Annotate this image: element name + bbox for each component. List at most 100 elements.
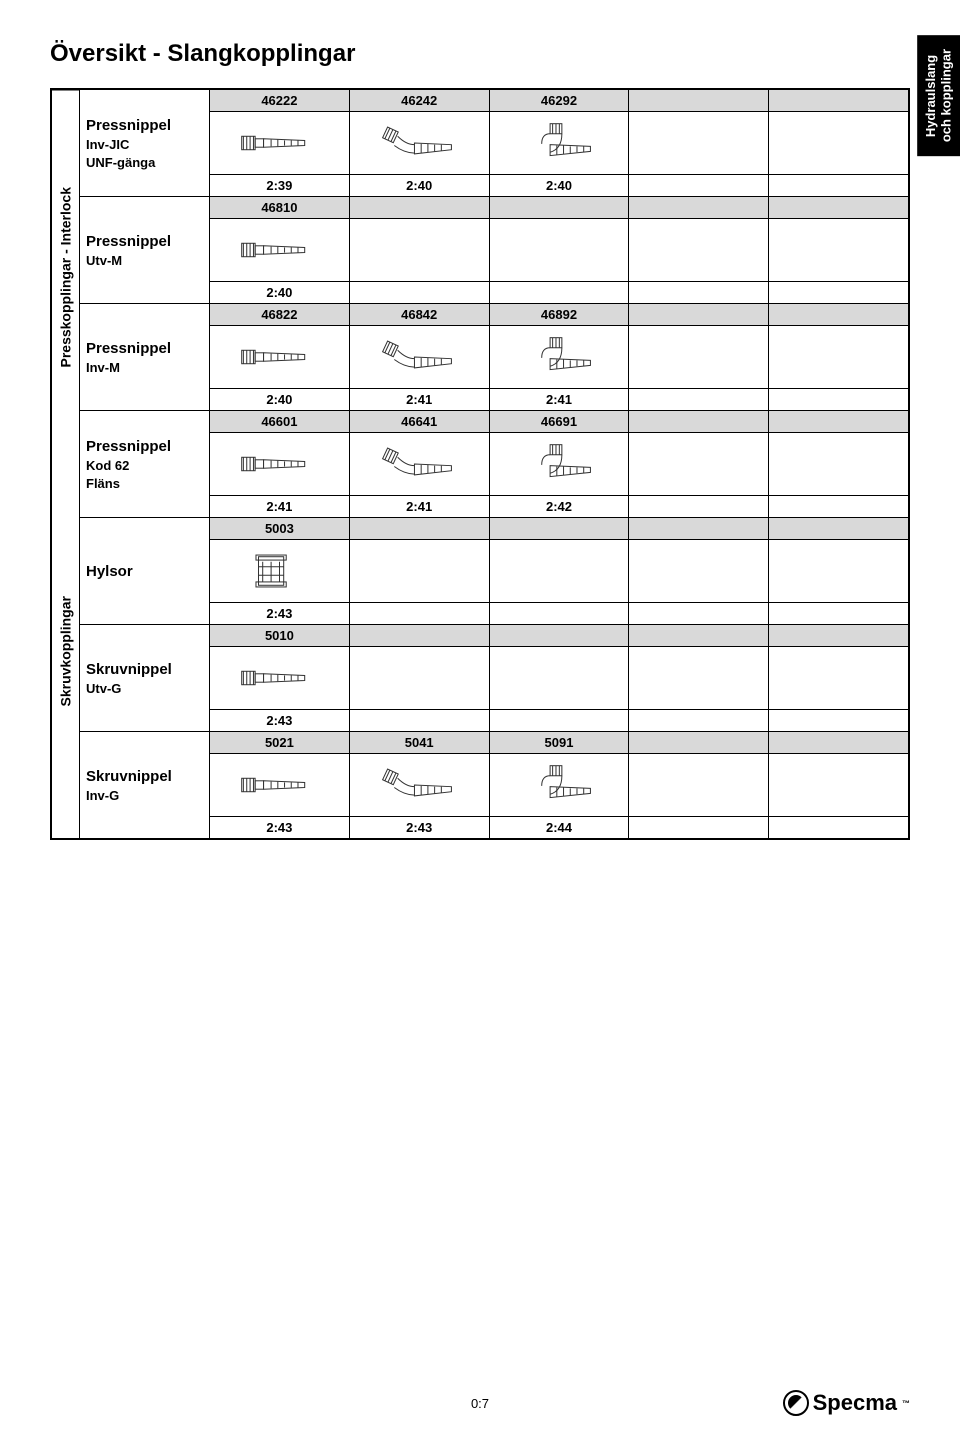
page-reference xyxy=(629,496,769,517)
fitting-elbow45-icon xyxy=(350,326,490,388)
fitting-elbow90-icon xyxy=(490,326,630,388)
product-code xyxy=(350,518,490,539)
product-code xyxy=(490,197,630,218)
table-section: Pressnippel Utv-M 468102:40 xyxy=(80,197,908,304)
fitting-elbow45-icon xyxy=(350,112,490,174)
page-reference xyxy=(769,389,908,410)
empty-cell xyxy=(769,112,908,174)
section-name: Pressnippel xyxy=(86,438,203,455)
product-code: 5091 xyxy=(490,732,630,753)
page-reference xyxy=(769,496,908,517)
section-data: 5021504150912:432:432:44 xyxy=(210,732,908,838)
section-label-cell: Pressnippel Inv-M xyxy=(80,304,210,410)
fitting-elbow90-icon xyxy=(490,433,630,495)
page-reference xyxy=(629,282,769,303)
page-reference xyxy=(490,710,630,731)
section-sub: Inv-M xyxy=(86,360,203,375)
page-reference: 2:40 xyxy=(350,175,490,196)
page-reference xyxy=(769,603,908,624)
product-code: 5003 xyxy=(210,518,350,539)
product-code xyxy=(490,625,630,646)
table-section: PressnippelInv-M4682246842468922:402:412… xyxy=(80,304,908,411)
section-name: Hylsor xyxy=(86,563,203,580)
page-reference: 2:40 xyxy=(210,389,350,410)
page-reference xyxy=(350,603,490,624)
page-reference xyxy=(350,282,490,303)
page-reference: 2:43 xyxy=(210,603,350,624)
page-reference xyxy=(629,389,769,410)
page-reference xyxy=(629,817,769,838)
fitting-straight-icon xyxy=(210,326,350,388)
fitting-elbow90-icon xyxy=(490,754,630,816)
fitting-straight-icon xyxy=(210,112,350,174)
product-code xyxy=(769,90,908,111)
page-reference xyxy=(629,710,769,731)
product-code: 46810 xyxy=(210,197,350,218)
section-sub: Kod 62 xyxy=(86,458,203,473)
empty-cell xyxy=(629,112,769,174)
product-code: 46641 xyxy=(350,411,490,432)
table-section: Skruvnippel Inv-G 5021504150912:432:432:44 xyxy=(80,732,908,838)
section-label-cell: Hylsor xyxy=(80,518,210,624)
section-data: 468102:40 xyxy=(210,197,908,303)
section-name: Pressnippel xyxy=(86,233,203,250)
page-reference: 2:41 xyxy=(350,496,490,517)
empty-cell xyxy=(769,433,908,495)
section-name: Skruvnippel xyxy=(86,768,203,785)
section-name: Pressnippel xyxy=(86,117,203,134)
product-code xyxy=(769,411,908,432)
empty-cell xyxy=(629,219,769,281)
side-tab: Hydraulslang och kopplingar xyxy=(917,35,960,156)
page-reference xyxy=(769,710,908,731)
section-sub: Utv-M xyxy=(86,253,203,268)
product-code xyxy=(769,197,908,218)
product-code: 5010 xyxy=(210,625,350,646)
overview-table: Presskopplingar - InterlockSkruvkoppling… xyxy=(50,88,910,840)
fitting-elbow45-icon xyxy=(350,433,490,495)
table-section: PressnippelKod 62Fläns4660146641466912:4… xyxy=(80,411,908,518)
section-label-cell: PressnippelInv-JICUNF-gänga xyxy=(80,90,210,196)
section-sub: Inv-G xyxy=(86,788,203,803)
product-code: 5021 xyxy=(210,732,350,753)
side-tab-line1: Hydraulslang xyxy=(923,54,938,136)
product-code: 5041 xyxy=(350,732,490,753)
empty-cell xyxy=(629,754,769,816)
product-code xyxy=(769,304,908,325)
group-label: Skruvkopplingar xyxy=(52,465,79,839)
page-reference xyxy=(769,817,908,838)
section-data: 5010 2:43 xyxy=(210,625,908,731)
section-name: Pressnippel xyxy=(86,340,203,357)
empty-cell xyxy=(350,540,490,602)
section-sub: Inv-JIC xyxy=(86,137,203,152)
section-data: 4660146641466912:412:412:42 xyxy=(210,411,908,517)
fitting-sleeve-icon xyxy=(210,540,350,602)
product-code: 46842 xyxy=(350,304,490,325)
page-reference: 2:41 xyxy=(350,389,490,410)
section-label-cell: Pressnippel Utv-M xyxy=(80,197,210,303)
page-reference xyxy=(490,282,630,303)
product-code xyxy=(769,732,908,753)
page-reference xyxy=(629,175,769,196)
page-reference xyxy=(490,603,630,624)
empty-cell xyxy=(629,647,769,709)
logo-tm: ™ xyxy=(902,1399,910,1408)
empty-cell xyxy=(490,647,630,709)
product-code: 46691 xyxy=(490,411,630,432)
page-reference: 2:44 xyxy=(490,817,630,838)
product-code xyxy=(629,625,769,646)
product-code xyxy=(490,518,630,539)
product-code xyxy=(350,197,490,218)
empty-cell xyxy=(769,647,908,709)
product-code xyxy=(769,625,908,646)
product-code xyxy=(629,518,769,539)
section-label-cell: SkruvnippelUtv-G xyxy=(80,625,210,731)
product-code xyxy=(629,304,769,325)
section-label-cell: Pressnippel Kod 62 Fläns xyxy=(80,411,210,517)
page-reference xyxy=(769,175,908,196)
page-reference: 2:43 xyxy=(210,710,350,731)
section-sub: Fläns xyxy=(86,476,203,491)
logo-text: Specma xyxy=(813,1390,897,1416)
side-tab-line2: och kopplingar xyxy=(938,49,953,142)
fitting-straight-icon xyxy=(210,754,350,816)
product-code: 46222 xyxy=(210,90,350,111)
